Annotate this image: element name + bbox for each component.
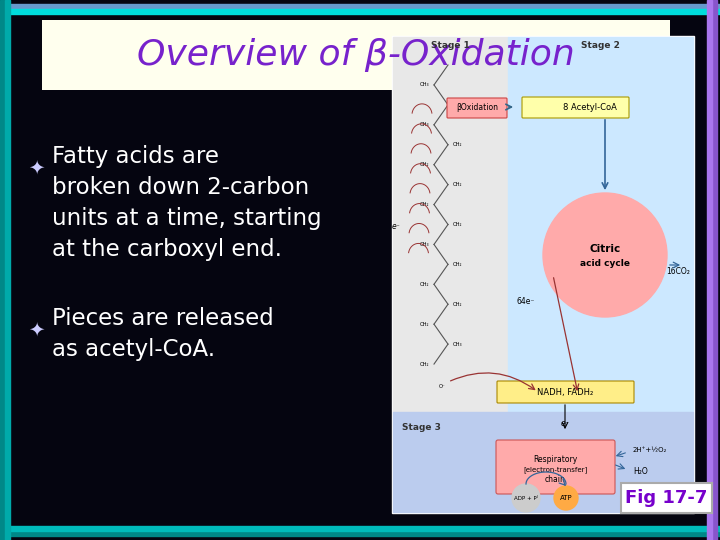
Text: Pieces are released
as acetyl-CoA.: Pieces are released as acetyl-CoA.: [52, 307, 274, 361]
Text: ✦: ✦: [28, 320, 45, 339]
Bar: [0, 4, 720, 9]
Bar: [712, 0, 717, 540]
Text: ADP + Pᴵ: ADP + Pᴵ: [514, 496, 538, 501]
Text: CH₃: CH₃: [419, 123, 429, 127]
Text: Respiratory: Respiratory: [533, 456, 577, 464]
Text: CH₂: CH₂: [420, 202, 429, 207]
FancyBboxPatch shape: [522, 97, 629, 118]
Text: chain: chain: [544, 476, 565, 484]
Text: βOxidation: βOxidation: [456, 103, 498, 111]
Text: ATP: ATP: [559, 495, 572, 501]
FancyBboxPatch shape: [42, 20, 670, 90]
Circle shape: [554, 486, 578, 510]
Text: NADH, FADH₂: NADH, FADH₂: [537, 388, 593, 396]
Bar: [0, 0, 5, 540]
Bar: [0, 9, 720, 14]
Text: CH₃: CH₃: [419, 242, 429, 247]
Text: Citric: Citric: [590, 244, 621, 254]
Text: ✦: ✦: [28, 158, 45, 177]
Text: Stage 1: Stage 1: [431, 40, 470, 50]
Text: Fig 17-7: Fig 17-7: [625, 489, 707, 507]
Bar: [508, 37, 693, 412]
Text: 64e⁻: 64e⁻: [517, 298, 535, 307]
Text: 16CO₂: 16CO₂: [666, 267, 690, 276]
Bar: [707, 0, 712, 540]
Text: Fatty acids are
broken down 2-carbon
units at a time, starting
at the carboxyl e: Fatty acids are broken down 2-carbon uni…: [52, 145, 322, 261]
Text: CH₂: CH₂: [420, 162, 429, 167]
Bar: [393, 37, 508, 412]
Circle shape: [512, 484, 540, 512]
Text: CH₃: CH₃: [419, 83, 429, 87]
Text: 2H⁺+½O₂: 2H⁺+½O₂: [633, 447, 667, 453]
Text: Stage 2: Stage 2: [581, 40, 620, 50]
Text: CH₂: CH₂: [420, 282, 429, 287]
Circle shape: [543, 193, 667, 317]
Text: CH₂: CH₂: [453, 142, 462, 147]
Bar: [392, 36, 694, 513]
Text: CH₃: CH₃: [453, 342, 463, 347]
Text: H₂O: H₂O: [633, 468, 648, 476]
Bar: [393, 412, 693, 512]
Text: 8 Acetyl-CoA: 8 Acetyl-CoA: [563, 103, 617, 111]
Text: [electron-transfer]: [electron-transfer]: [523, 467, 587, 474]
Text: Overview of β-Oxidation: Overview of β-Oxidation: [137, 38, 575, 72]
FancyBboxPatch shape: [621, 483, 712, 513]
Text: acid cycle: acid cycle: [580, 259, 630, 267]
Text: CH₂: CH₂: [420, 322, 429, 327]
Bar: [0, 526, 720, 531]
Text: O⁻: O⁻: [439, 384, 446, 389]
Text: CH₂: CH₂: [453, 262, 462, 267]
Text: CH₂: CH₂: [453, 103, 462, 107]
Text: CH₂: CH₂: [420, 362, 429, 367]
FancyBboxPatch shape: [447, 98, 507, 118]
Text: CH₂: CH₂: [453, 302, 462, 307]
Text: CH₂: CH₂: [453, 222, 462, 227]
Text: e⁻: e⁻: [561, 420, 570, 429]
FancyBboxPatch shape: [497, 381, 634, 403]
Bar: [5, 0, 10, 540]
Bar: [0, 531, 720, 536]
Text: e⁻: e⁻: [392, 222, 400, 231]
Text: CH₂: CH₂: [453, 182, 462, 187]
Text: Stage 3: Stage 3: [402, 422, 441, 431]
FancyBboxPatch shape: [496, 440, 615, 494]
